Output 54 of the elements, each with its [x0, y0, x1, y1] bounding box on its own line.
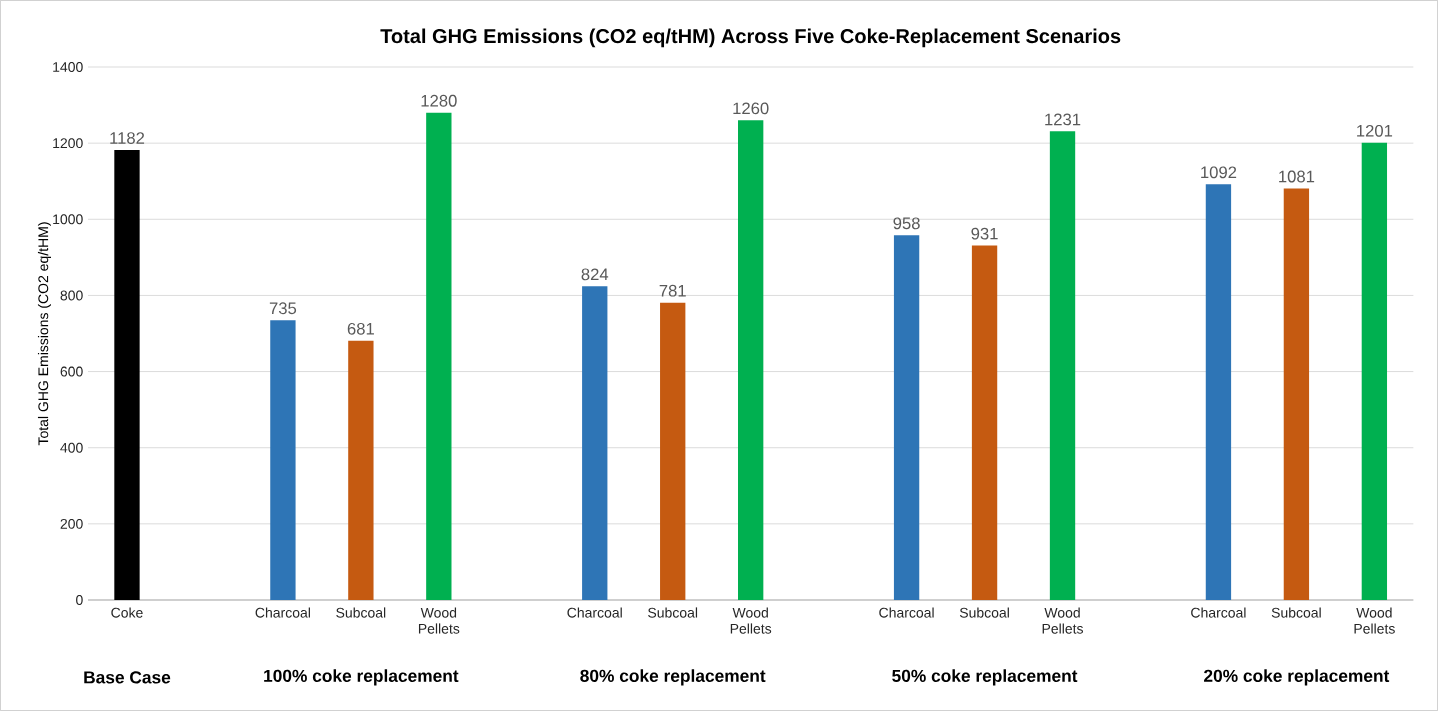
- x-tick-label: Wood Pellets: [1354, 607, 1395, 634]
- y-tick-label: 1400: [53, 62, 83, 72]
- bar: [971, 245, 998, 600]
- text: 50% coke replacement: [892, 669, 1078, 686]
- data-label: 824: [581, 268, 609, 281]
- bar: [738, 120, 764, 600]
- data-label: 1280: [421, 94, 457, 107]
- chart-title: Total GHG Emissions (CO2 eq/tHM) Across Five Coke-Replacement Scenarios: [380, 28, 1121, 48]
- text: 20% coke replacement: [1204, 669, 1390, 686]
- data-label: 1201: [1357, 124, 1393, 137]
- bar: [426, 112, 452, 600]
- data-label: 781: [659, 284, 686, 297]
- x-tick-label: Charcoal: [1191, 607, 1246, 618]
- bar: [114, 149, 140, 600]
- x-tick-label: Subcoal: [336, 607, 386, 618]
- x-tick-label: Charcoal: [879, 607, 934, 618]
- y-tick-label: 400: [60, 442, 83, 453]
- y-tick-label: 0: [76, 595, 83, 605]
- y-tick-label: 800: [60, 290, 83, 301]
- data-label: 681: [347, 322, 374, 335]
- bar: [1361, 142, 1388, 600]
- data-label: 1092: [1201, 166, 1237, 179]
- bar: [1049, 131, 1076, 600]
- text: 80% coke replacement: [580, 669, 766, 686]
- x-tick-label: Subcoal: [1271, 607, 1321, 618]
- x-tick-label: Charcoal: [255, 607, 310, 618]
- bar: [660, 302, 686, 600]
- x-tick-label: Subcoal: [648, 607, 698, 618]
- data-label: 958: [893, 217, 920, 230]
- data-label: 1081: [1279, 170, 1315, 183]
- data-label: 1231: [1045, 113, 1081, 126]
- bar: [1283, 188, 1310, 600]
- bar: [348, 340, 374, 600]
- bar: [1205, 184, 1232, 600]
- x-tick-label: Wood Pellets: [730, 607, 772, 634]
- x-tick-label: Wood Pellets: [1042, 607, 1084, 634]
- text: Base Case: [84, 671, 171, 684]
- x-tick-label: Charcoal: [567, 607, 622, 618]
- y-tick-label: 200: [60, 518, 83, 529]
- bar: [270, 320, 296, 600]
- data-label: 735: [269, 302, 297, 315]
- y-tick-label: 1000: [53, 214, 83, 225]
- data-label: 931: [971, 227, 998, 240]
- data-label: 1182: [110, 132, 145, 144]
- y-axis-title: Total GHG Emissions (CO2 eq/tHM): [37, 222, 51, 446]
- y-tick-label: 1200: [53, 138, 83, 149]
- bar: [582, 286, 608, 600]
- x-tick-label: Subcoal: [959, 607, 1009, 618]
- x-tick-label: Wood Pellets: [418, 607, 460, 634]
- y-tick-label: 600: [60, 366, 83, 377]
- x-tick-label: Coke: [111, 607, 143, 618]
- data-label: 1260: [733, 102, 769, 115]
- text: 100% coke replacement: [264, 669, 459, 686]
- bar: [893, 235, 920, 600]
